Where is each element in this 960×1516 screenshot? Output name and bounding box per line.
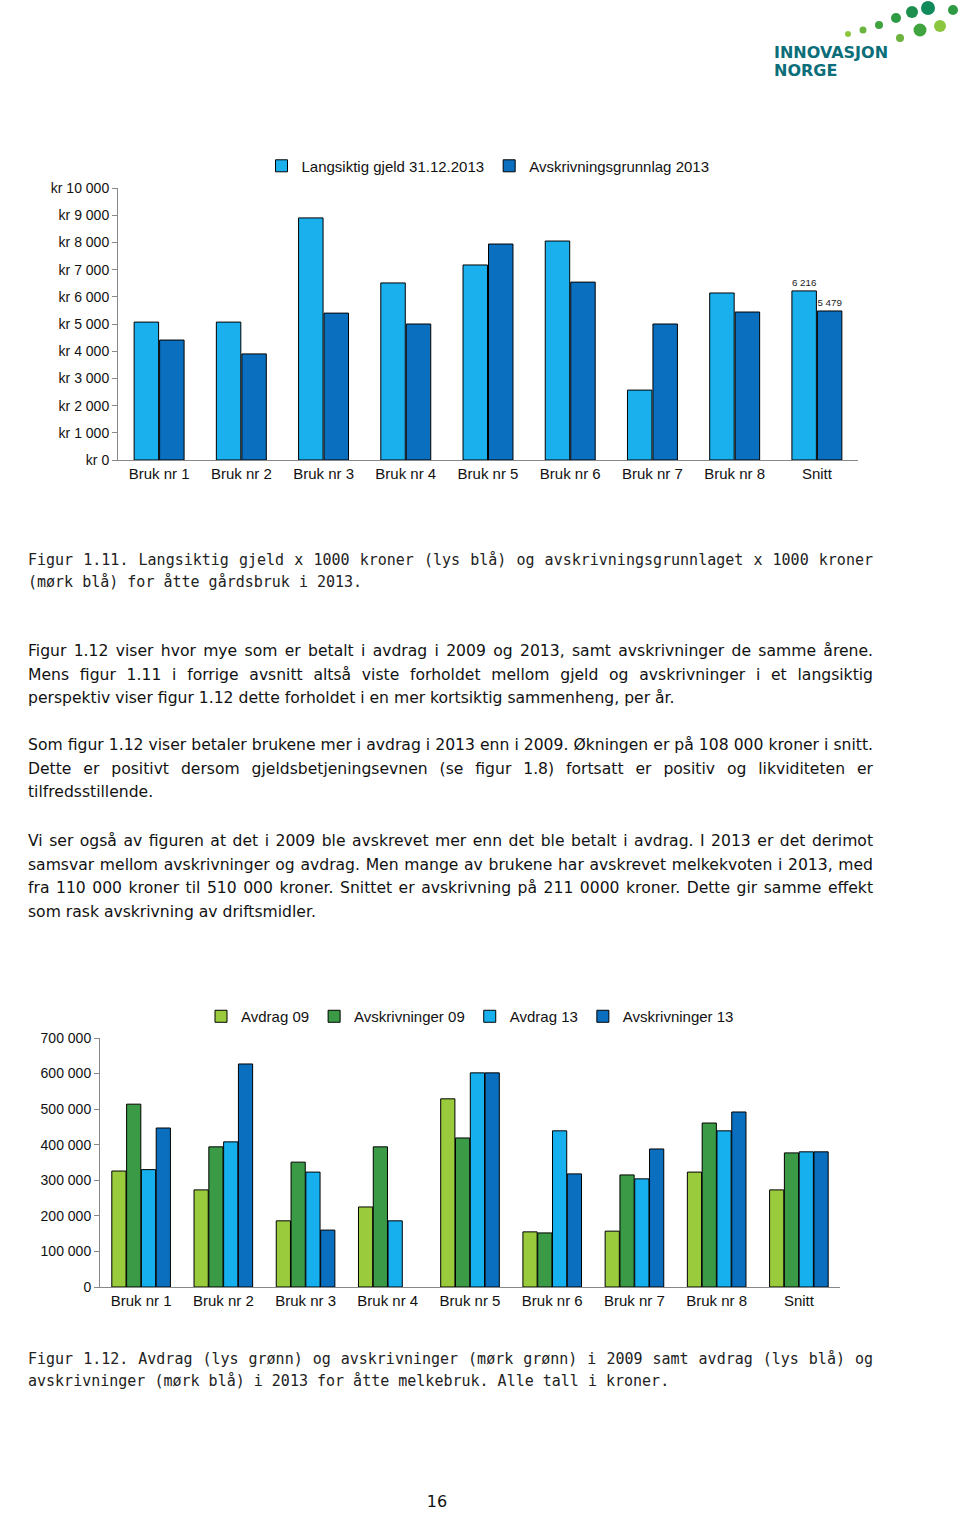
svg-text:Avskrivninger 09: Avskrivninger 09	[354, 1008, 465, 1025]
svg-text:300 000: 300 000	[41, 1172, 92, 1188]
svg-text:kr 4 000: kr 4 000	[59, 343, 110, 359]
svg-text:kr 9 000: kr 9 000	[59, 207, 110, 223]
svg-text:6 216: 6 216	[792, 277, 816, 288]
html-text:Figur 1.12. Avdrag (lys grønn): Figur 1.12. Avdrag (lys grønn) og avskri…	[28, 1350, 873, 1390]
svg-text:Bruk nr 5: Bruk nr 5	[440, 1292, 501, 1309]
svg-text:5 479: 5 479	[817, 297, 841, 308]
svg-text:kr 3 000: kr 3 000	[59, 370, 110, 386]
svg-text:Avskrivninger 13: Avskrivninger 13	[623, 1008, 734, 1025]
svg-text:500 000: 500 000	[41, 1101, 92, 1117]
svg-text:Bruk nr 7: Bruk nr 7	[622, 465, 683, 482]
svg-text:Langsiktig gjeld 31.12.2013: Langsiktig gjeld 31.12.2013	[302, 158, 485, 175]
svg-text:Bruk nr 5: Bruk nr 5	[458, 465, 519, 482]
svg-text:kr 8 000: kr 8 000	[59, 234, 110, 250]
svg-text:0: 0	[83, 1279, 91, 1295]
svg-text:Bruk nr 8: Bruk nr 8	[686, 1292, 747, 1309]
svg-text:kr 10 000: kr 10 000	[51, 180, 110, 196]
html-text:Vi ser også av figuren at det: Vi ser også av figuren at det i 2009 ble…	[28, 832, 873, 921]
svg-text:Bruk nr 4: Bruk nr 4	[375, 465, 436, 482]
svg-text:Bruk nr 6: Bruk nr 6	[540, 465, 601, 482]
svg-text:200 000: 200 000	[41, 1208, 92, 1224]
svg-text:Bruk nr 2: Bruk nr 2	[193, 1292, 254, 1309]
svg-text:Bruk nr 4: Bruk nr 4	[357, 1292, 418, 1309]
svg-text:Avdrag 13: Avdrag 13	[510, 1008, 578, 1025]
svg-text:Bruk nr 8: Bruk nr 8	[704, 465, 765, 482]
svg-text:Bruk nr 2: Bruk nr 2	[211, 465, 272, 482]
svg-text:kr 2 000: kr 2 000	[59, 398, 110, 414]
svg-text:Snitt: Snitt	[802, 465, 833, 482]
svg-text:NORGE: NORGE	[774, 61, 837, 80]
svg-text:INNOVASJON: INNOVASJON	[774, 43, 888, 62]
svg-text:kr 7 000: kr 7 000	[59, 262, 110, 278]
svg-text:Bruk nr 1: Bruk nr 1	[111, 1292, 172, 1309]
svg-text:Bruk nr 7: Bruk nr 7	[604, 1292, 665, 1309]
html-text:Figur 1.11. Langsiktig gjeld x: Figur 1.11. Langsiktig gjeld x 1000 kron…	[28, 551, 873, 591]
svg-text:Snitt: Snitt	[784, 1292, 815, 1309]
svg-text:Bruk nr 3: Bruk nr 3	[275, 1292, 336, 1309]
html-text:Figur 1.12 viser hvor mye som: Figur 1.12 viser hvor mye som er betalt …	[28, 642, 873, 708]
svg-text:Avdrag 09: Avdrag 09	[241, 1008, 309, 1025]
svg-text:Bruk nr 1: Bruk nr 1	[129, 465, 190, 482]
html-text:Som figur 1.12 viser betaler b: Som figur 1.12 viser betaler brukene mer…	[28, 736, 873, 802]
svg-text:Bruk nr 6: Bruk nr 6	[522, 1292, 583, 1309]
svg-text:Bruk nr 3: Bruk nr 3	[293, 465, 354, 482]
html-text:16: 16	[426, 1492, 448, 1511]
svg-text:kr 0: kr 0	[86, 452, 110, 468]
svg-text:100 000: 100 000	[41, 1243, 92, 1259]
svg-text:700 000: 700 000	[41, 1030, 92, 1046]
svg-text:600 000: 600 000	[41, 1065, 92, 1081]
svg-text:400 000: 400 000	[41, 1137, 92, 1153]
svg-text:kr 6 000: kr 6 000	[59, 289, 110, 305]
svg-text:kr 5 000: kr 5 000	[59, 316, 110, 332]
svg-text:kr 1 000: kr 1 000	[59, 425, 110, 441]
svg-text:Avskrivningsgrunnlag 2013: Avskrivningsgrunnlag 2013	[529, 158, 709, 175]
